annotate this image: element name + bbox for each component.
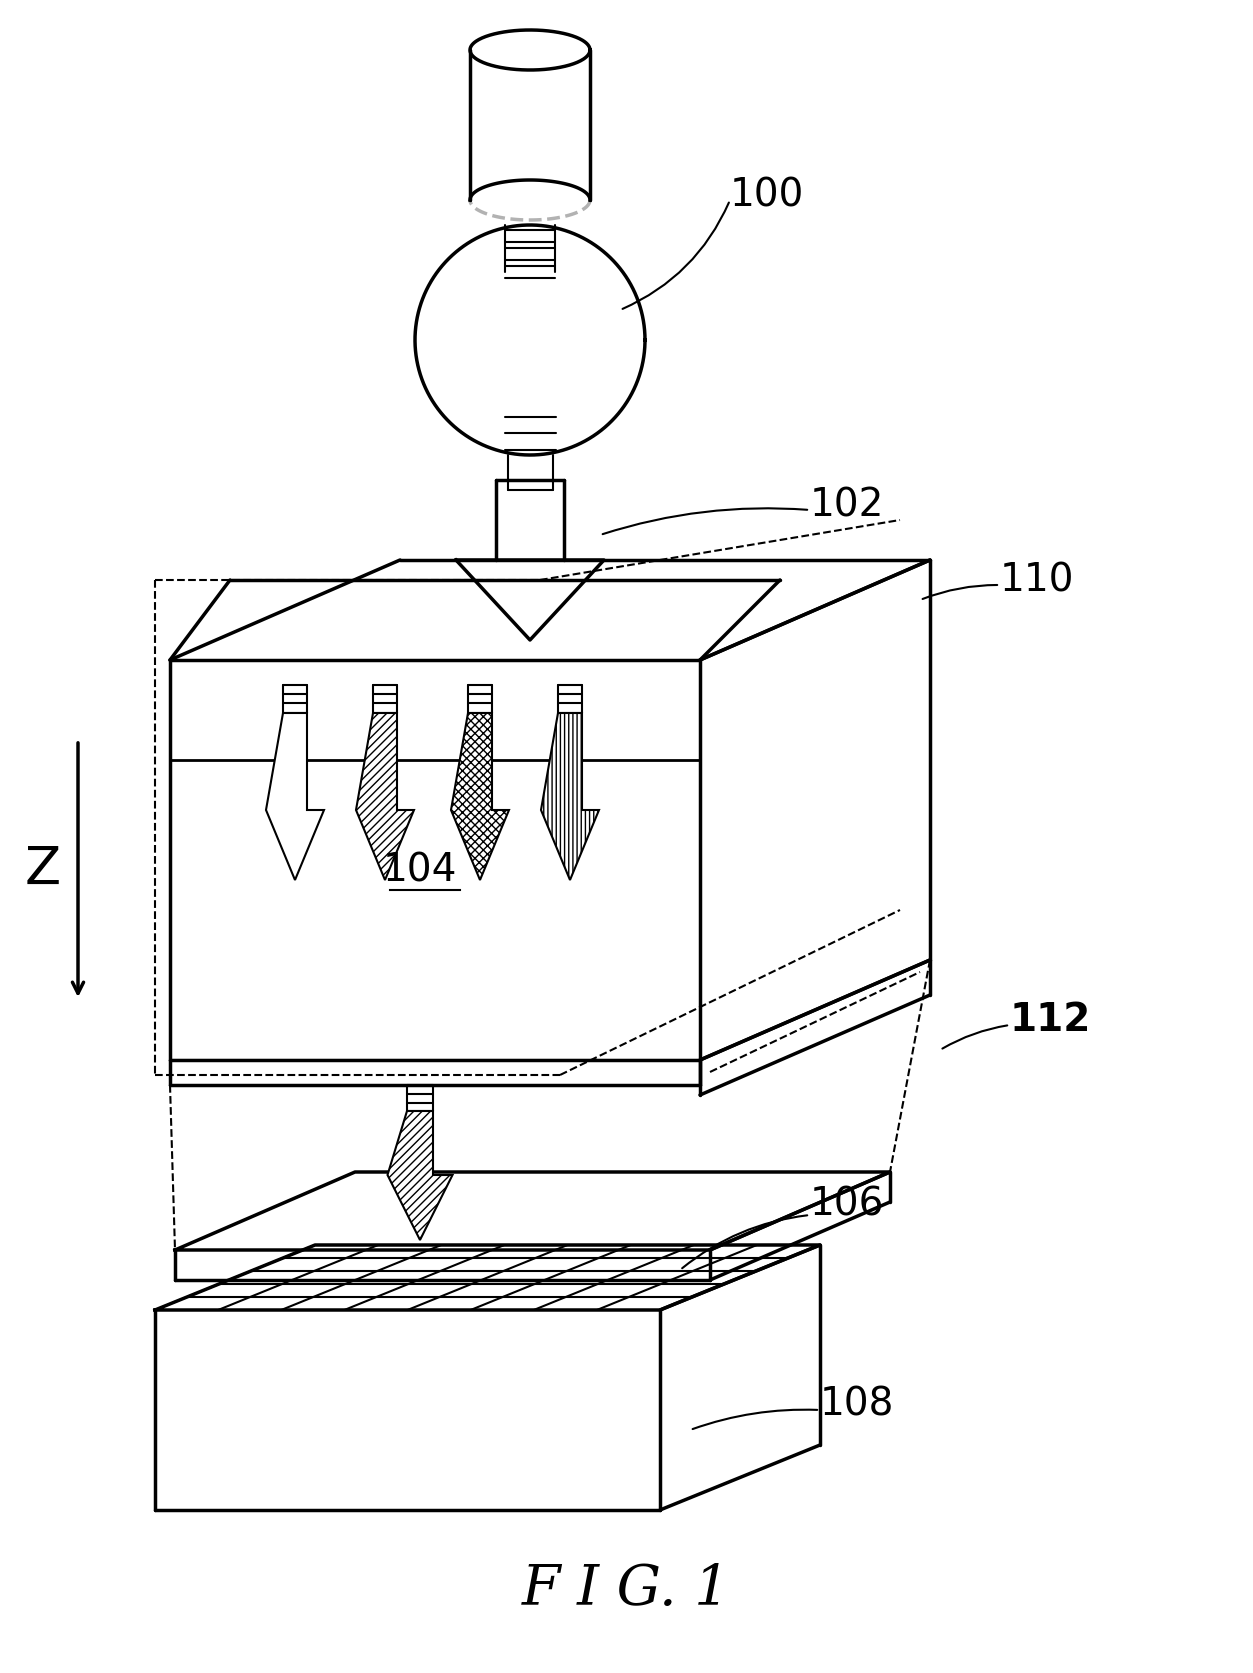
Text: Z: Z <box>25 843 61 897</box>
Text: 108: 108 <box>819 1385 895 1424</box>
Text: 102: 102 <box>809 485 885 524</box>
Text: 100: 100 <box>730 176 804 214</box>
Polygon shape <box>541 713 599 880</box>
Text: 104: 104 <box>383 852 457 888</box>
Text: 110: 110 <box>1000 560 1075 599</box>
Polygon shape <box>387 1111 452 1240</box>
Polygon shape <box>356 713 413 880</box>
Text: 112: 112 <box>1010 1000 1091 1039</box>
Polygon shape <box>451 713 509 880</box>
Polygon shape <box>266 713 325 880</box>
Text: F I G. 1: F I G. 1 <box>523 1563 730 1618</box>
Text: 106: 106 <box>809 1186 885 1225</box>
